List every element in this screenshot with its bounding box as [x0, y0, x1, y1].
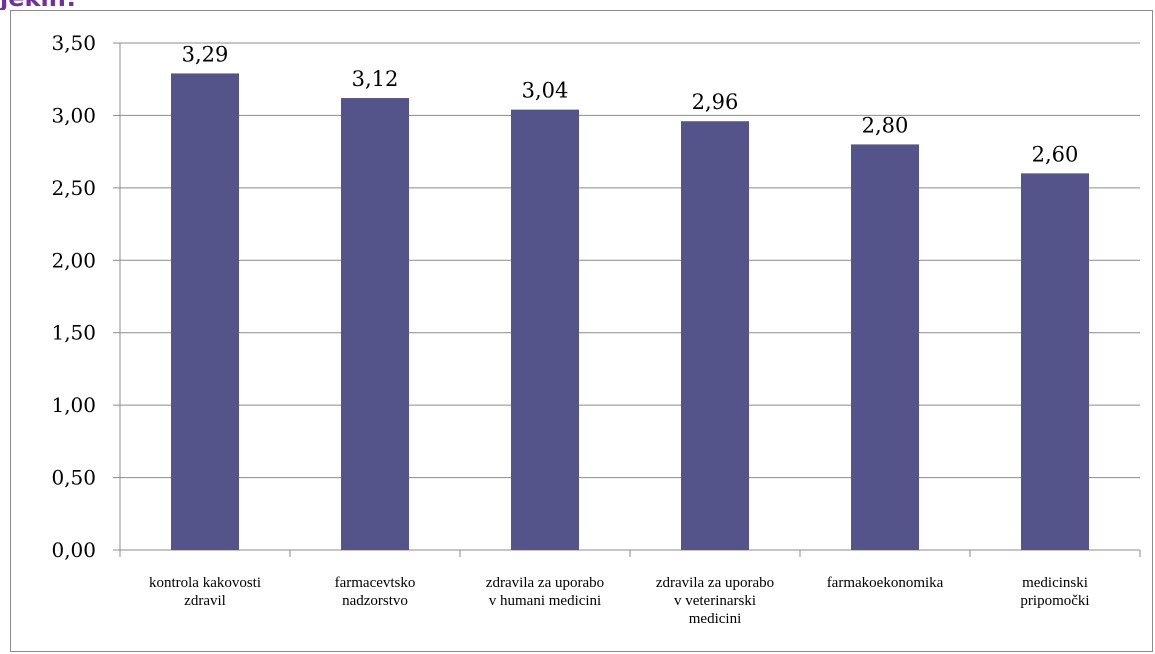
- y-tick-label: 3,50: [51, 31, 96, 55]
- y-tick-label: 2,50: [51, 176, 96, 200]
- x-category-label: kontrola kakovosti zdravil: [149, 575, 261, 609]
- bar: [171, 73, 239, 551]
- bar: [851, 144, 919, 550]
- y-tick-label: 0,00: [51, 538, 96, 562]
- data-label: 3,29: [182, 42, 229, 66]
- y-tick-label: 1,00: [51, 393, 96, 417]
- x-category-label: farmakoekonomika: [827, 575, 944, 591]
- bar: [511, 109, 579, 551]
- y-tick-label: 2,00: [51, 248, 96, 272]
- bar: [681, 121, 749, 551]
- bar: [1021, 173, 1089, 550]
- x-category-label: farmacevtsko nadzorstvo: [335, 575, 416, 609]
- data-label: 3,12: [352, 67, 399, 91]
- x-category-label: zdravila za uporabo v humani medicini: [486, 575, 604, 609]
- x-category-label: medicinski pripomočki: [1020, 575, 1089, 609]
- data-label: 2,80: [862, 113, 909, 137]
- data-label: 3,04: [522, 79, 569, 103]
- x-category-label: zdravila za uporabo v veterinarski medicin…: [656, 575, 774, 627]
- bar: [341, 98, 409, 550]
- page-header-fragment: jekih!: [0, 0, 1155, 10]
- data-label: 2,60: [1032, 142, 1079, 166]
- data-label: 2,96: [692, 90, 739, 114]
- y-tick-label: 0,50: [51, 466, 96, 490]
- y-tick-label: 3,00: [51, 103, 96, 127]
- y-tick-label: 1,50: [51, 321, 96, 345]
